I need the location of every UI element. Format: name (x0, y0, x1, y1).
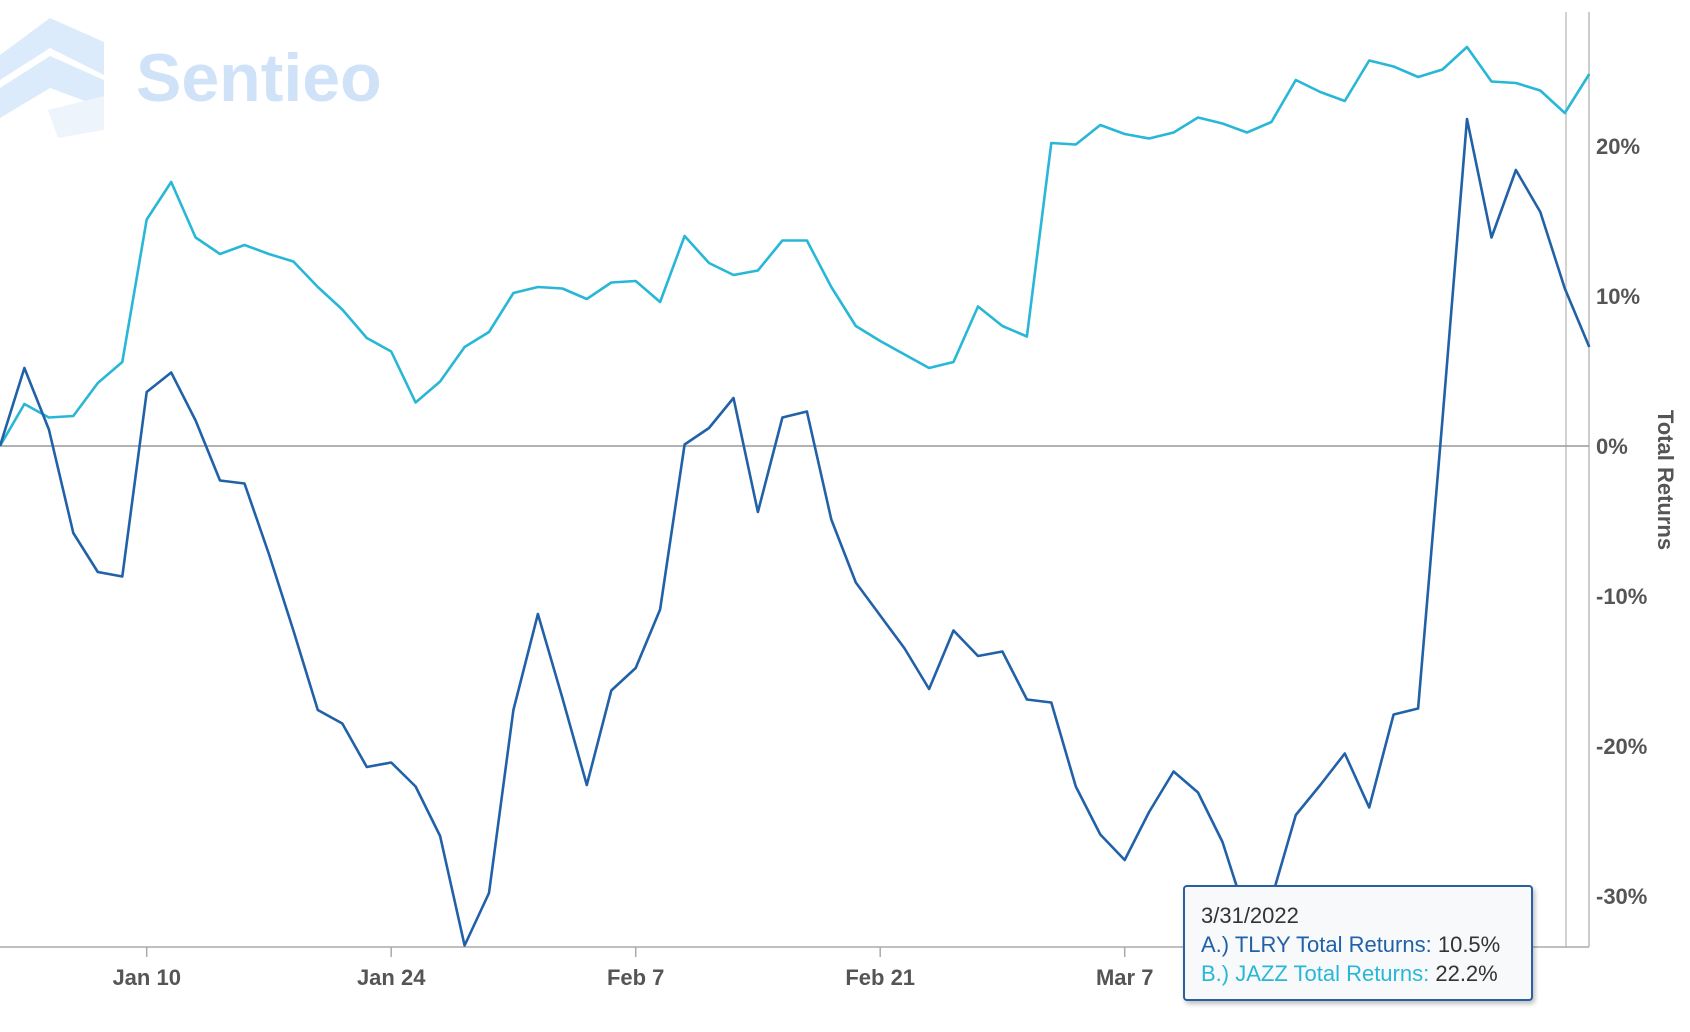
x-tick-label: Jan 24 (357, 965, 426, 990)
tooltip-row-b: B.) JAZZ Total Returns: 22.2% (1201, 959, 1515, 988)
x-tick-label: Feb 7 (607, 965, 664, 990)
x-tick-label: Feb 21 (845, 965, 915, 990)
tooltip-row-a: A.) TLRY Total Returns: 10.5% (1201, 930, 1515, 959)
series-lines (0, 45, 1591, 947)
y-axis-title: Total Returns (1653, 410, 1678, 550)
sentieo-logo: Sentieo (0, 18, 382, 138)
tooltip-date: 3/31/2022 (1201, 903, 1299, 928)
logo-text: Sentieo (136, 40, 382, 116)
x-tick-label: Jan 10 (112, 965, 181, 990)
tooltip-value-a: 10.5% (1437, 932, 1501, 957)
tooltip-value-b: 22.2% (1435, 961, 1498, 986)
y-axis-ticks: -30% -20% -10% 0% 10% 20% (1596, 134, 1647, 909)
series-line-jazz[interactable] (0, 45, 1591, 447)
y-tick-label: 10% (1596, 284, 1640, 309)
x-tick-label: Mar 7 (1096, 965, 1153, 990)
y-tick-label: -20% (1596, 734, 1647, 759)
y-tick-label: -30% (1596, 884, 1647, 909)
tooltip-label-b: B.) JAZZ Total Returns: (1201, 961, 1430, 986)
tooltip-label-a: A.) TLRY Total Returns: (1201, 932, 1432, 957)
logo-mark-icon (0, 18, 104, 138)
y-tick-label: 20% (1596, 134, 1640, 159)
y-tick-label: -10% (1596, 584, 1647, 609)
y-tick-label: 0% (1596, 434, 1628, 459)
tooltip: 3/31/2022 A.) TLRY Total Returns: 10.5% … (1183, 885, 1533, 1001)
series-line-tlry[interactable] (0, 117, 1591, 947)
